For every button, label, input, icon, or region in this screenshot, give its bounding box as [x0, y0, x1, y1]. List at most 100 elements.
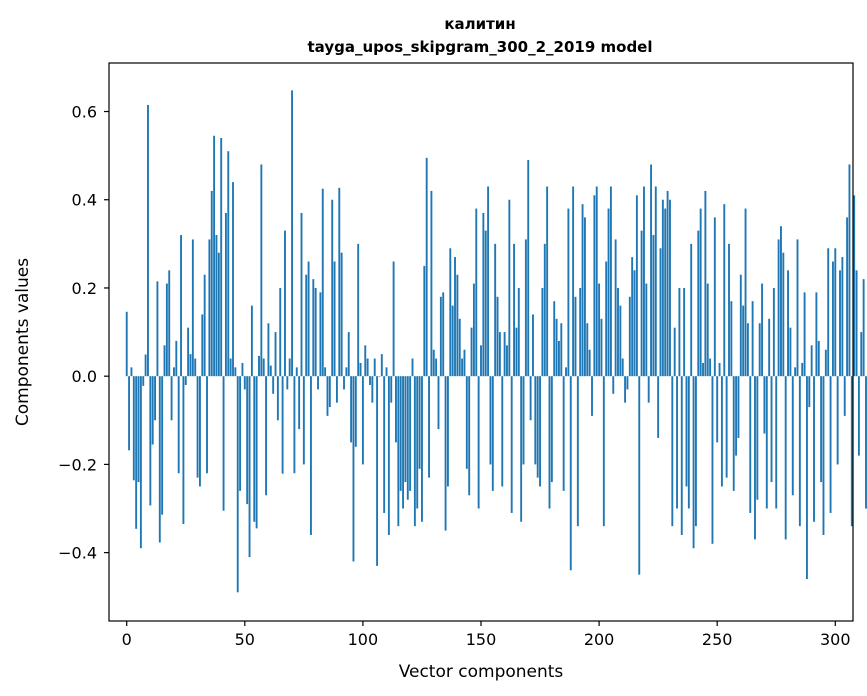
bar — [827, 248, 830, 377]
bar — [784, 376, 787, 540]
bar — [395, 376, 397, 443]
bar — [539, 376, 541, 487]
bar — [626, 376, 629, 390]
bar — [794, 367, 797, 377]
bar — [430, 190, 433, 377]
bar — [137, 376, 140, 483]
bar — [454, 257, 456, 377]
bar — [324, 367, 327, 377]
bar — [588, 349, 591, 377]
bar — [269, 365, 272, 377]
bar — [147, 104, 149, 377]
bar — [380, 354, 383, 377]
bar — [768, 318, 771, 377]
bar — [763, 376, 766, 434]
bar — [409, 376, 412, 491]
bar — [574, 296, 577, 377]
x-tick-label: 300 — [820, 630, 851, 649]
bar — [829, 376, 832, 513]
bar — [220, 137, 223, 377]
bar — [184, 376, 187, 386]
bar — [699, 208, 702, 377]
bar — [513, 243, 516, 377]
bar — [671, 376, 674, 527]
bar — [532, 314, 534, 377]
bar — [135, 376, 138, 529]
bar — [770, 376, 773, 483]
x-tick-label: 200 — [584, 630, 615, 649]
bar — [635, 195, 638, 377]
bar — [702, 362, 704, 377]
bar — [739, 274, 742, 377]
bar — [772, 287, 775, 377]
bar — [378, 376, 381, 377]
bar — [335, 376, 338, 403]
bar — [865, 376, 867, 509]
bar — [437, 376, 440, 430]
bar — [605, 261, 608, 377]
plot-frame — [108, 62, 854, 622]
x-tick-label: 250 — [702, 630, 733, 649]
bar — [657, 376, 660, 438]
bar — [293, 376, 296, 474]
bar — [839, 270, 841, 377]
bar — [761, 283, 764, 377]
y-tick-label: 0.6 — [72, 103, 97, 122]
bar — [222, 376, 225, 511]
bar — [720, 376, 723, 487]
bar — [810, 345, 813, 377]
bar — [801, 362, 804, 377]
bar — [560, 323, 563, 377]
bar — [425, 157, 428, 377]
bar — [789, 327, 792, 377]
bar — [744, 208, 747, 377]
bar — [328, 376, 331, 408]
bar — [239, 376, 242, 491]
bar — [255, 376, 258, 529]
bar — [831, 261, 834, 377]
bar — [843, 376, 846, 416]
bar — [404, 376, 407, 483]
bar — [633, 270, 636, 377]
chart-title: калитин — [444, 15, 515, 33]
bar — [780, 226, 782, 377]
bar — [612, 376, 615, 394]
bar — [503, 332, 506, 377]
bar — [206, 376, 208, 474]
bar — [312, 279, 315, 377]
bar — [834, 248, 837, 377]
x-tick-label: 100 — [348, 630, 379, 649]
bar — [602, 376, 605, 527]
x-tick-label: 150 — [466, 630, 497, 649]
bar — [562, 376, 565, 491]
bar — [385, 367, 388, 377]
bar — [489, 376, 492, 465]
bar — [732, 376, 735, 491]
bar — [510, 376, 513, 513]
bar — [815, 292, 818, 377]
bar — [208, 239, 211, 377]
bar — [406, 376, 409, 500]
bar — [295, 367, 298, 377]
bar — [524, 239, 527, 377]
bar — [253, 376, 256, 522]
bar — [482, 212, 485, 377]
bar — [846, 217, 849, 377]
bar — [527, 160, 530, 377]
bar — [359, 362, 362, 377]
bar — [243, 376, 246, 390]
bar — [673, 327, 676, 377]
bar — [201, 314, 204, 377]
chart-subtitle: tayga_upos_skipgram_300_2_2019 model — [308, 38, 653, 56]
x-tick-label: 0 — [122, 630, 132, 649]
bar — [853, 195, 856, 377]
bar — [735, 376, 738, 456]
bar — [593, 195, 596, 377]
bar — [782, 252, 785, 377]
bar — [598, 283, 601, 377]
bar — [463, 349, 466, 377]
bar — [666, 190, 669, 377]
bar — [397, 376, 400, 527]
bar — [553, 301, 556, 377]
bar — [787, 270, 789, 377]
